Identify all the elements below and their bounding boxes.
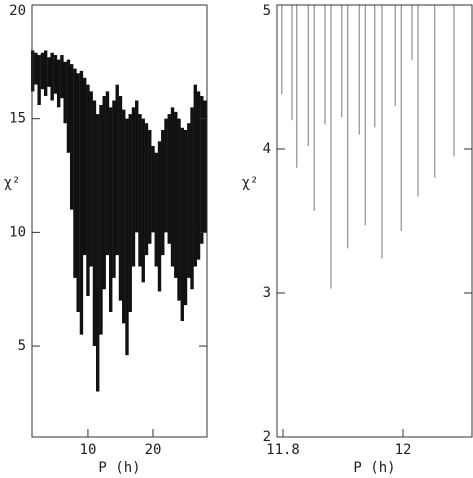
y-axis-label: χ² — [242, 175, 259, 191]
y-tick-label: 2 — [263, 429, 271, 445]
x-tick-label: 11.8 — [266, 442, 300, 458]
y-tick-label: 5 — [18, 338, 26, 354]
x-axis-label: P (h) — [98, 460, 140, 476]
y-tick-label: 20 — [9, 3, 26, 19]
y-tick-label: 4 — [263, 141, 271, 157]
x-tick-label: 20 — [145, 442, 162, 458]
y-tick-label: 15 — [9, 111, 26, 127]
x-tick-label: 12 — [395, 442, 412, 458]
plot-frame — [31, 4, 208, 438]
y-axis-label: χ² — [4, 175, 21, 191]
plot-frame — [276, 4, 473, 438]
x-tick-label: 10 — [80, 442, 97, 458]
x-axis-label: P (h) — [353, 460, 395, 476]
y-tick-label: 3 — [263, 285, 271, 301]
y-tick-label: 10 — [9, 224, 26, 240]
y-tick-label: 5 — [263, 3, 271, 19]
